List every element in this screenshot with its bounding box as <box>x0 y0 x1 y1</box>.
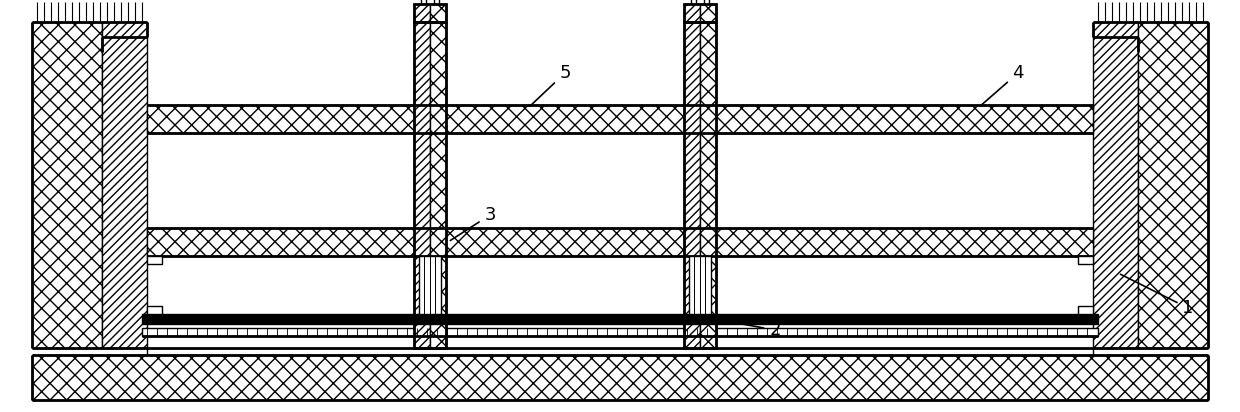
Bar <box>148 256 162 264</box>
Bar <box>102 22 148 348</box>
Text: 1: 1 <box>1121 274 1194 317</box>
Bar <box>148 306 162 314</box>
Bar <box>414 4 446 22</box>
Bar <box>32 355 1208 400</box>
Bar <box>1092 22 1138 348</box>
Bar <box>701 4 715 22</box>
Bar <box>701 22 715 348</box>
Bar <box>414 22 430 348</box>
Text: 5: 5 <box>529 64 570 106</box>
Bar <box>148 105 1092 133</box>
Bar <box>684 22 715 348</box>
Bar <box>1078 306 1092 314</box>
Bar <box>684 4 715 22</box>
Bar <box>430 4 446 22</box>
Text: 2: 2 <box>723 321 781 339</box>
Bar <box>414 4 430 22</box>
Bar <box>689 256 711 314</box>
Bar <box>143 314 1097 324</box>
Bar <box>148 228 1092 256</box>
Bar <box>1138 22 1208 348</box>
Bar <box>143 328 1097 336</box>
Text: 3: 3 <box>450 206 496 241</box>
Text: 4: 4 <box>980 64 1024 106</box>
Bar <box>684 22 701 348</box>
Bar <box>430 22 446 348</box>
Bar <box>1078 256 1092 264</box>
Bar <box>414 22 446 348</box>
Bar <box>684 4 701 22</box>
Bar <box>419 256 441 314</box>
Bar <box>32 22 102 348</box>
